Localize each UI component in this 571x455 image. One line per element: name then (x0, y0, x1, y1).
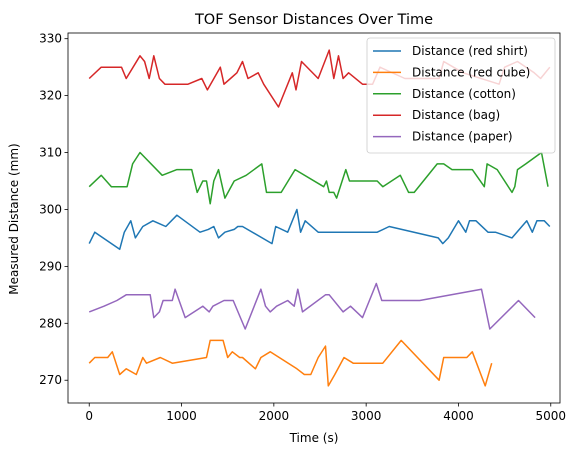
y-tick-label: 330 (39, 32, 62, 46)
x-tick-label: 1000 (166, 409, 197, 423)
y-axis-title: Measured Distance (mm) (7, 143, 21, 294)
legend-label-5: Distance (paper) (412, 130, 513, 144)
chart-title: TOF Sensor Distances Over Time (194, 12, 433, 28)
legend-label-3: Distance (cotton) (412, 87, 516, 101)
y-tick-label: 310 (39, 146, 62, 160)
x-tick-label: 0 (85, 409, 93, 423)
legend: Distance (red shirt) Distance (red cube) D… (366, 37, 556, 154)
x-tick-label: 4000 (443, 409, 474, 423)
y-tick-label: 270 (39, 373, 62, 387)
legend-label-4: Distance (bag) (412, 108, 500, 122)
series-line-5 (88, 282, 536, 330)
legend-label-2: Distance (red cube) (412, 65, 530, 79)
y-tick-label: 320 (39, 89, 62, 103)
legend-box (366, 37, 556, 154)
series-line-1 (88, 208, 551, 251)
x-tick-label: 3000 (351, 409, 382, 423)
y-tick-label: 300 (39, 202, 62, 216)
y-tick-label: 280 (39, 316, 62, 330)
x-axis-title: Time (s) (289, 431, 339, 445)
series-line-3 (88, 151, 549, 205)
plot-frame (67, 32, 561, 404)
x-tick-label: 5000 (535, 409, 566, 423)
x-tick-label: 2000 (259, 409, 290, 423)
legend-label-1: Distance (red shirt) (412, 44, 528, 58)
series-line-2 (88, 339, 493, 387)
y-tick-label: 290 (39, 259, 62, 273)
axis-layer: 0 1000 2000 3000 4000 5000 270 280 290 300 310 320 3… (39, 32, 566, 423)
